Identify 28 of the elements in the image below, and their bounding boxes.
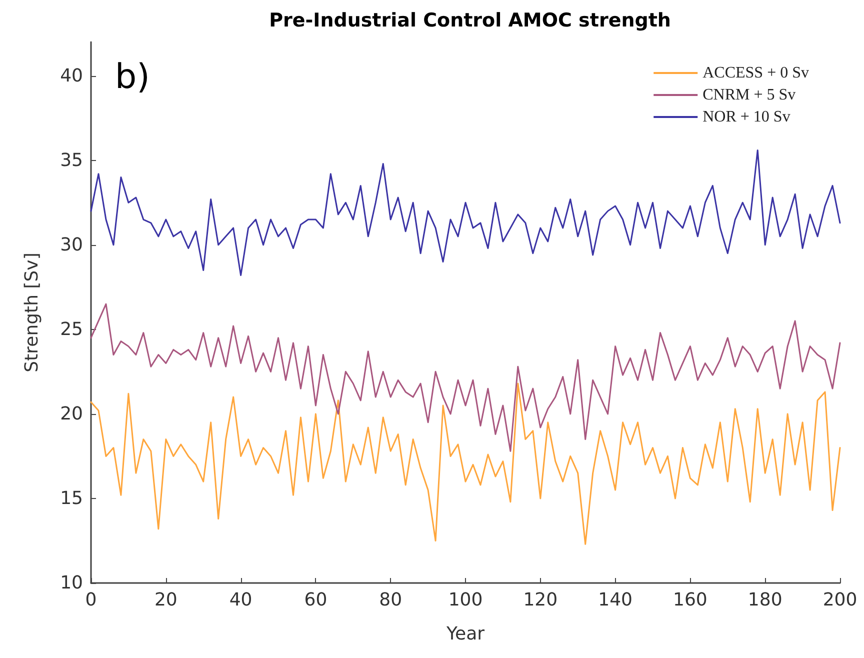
legend-label: NOR + 10 Sv: [702, 108, 790, 126]
legend-label: ACCESS + 0 Sv: [702, 64, 809, 82]
line-series: [90, 149, 841, 276]
x-tick-label: 100: [448, 590, 483, 610]
x-tick-label: 180: [748, 590, 782, 610]
y-tick-label: 15: [60, 488, 83, 509]
x-tick-label: 200: [822, 590, 858, 610]
line-series: [90, 382, 841, 545]
chart-title: Pre-Industrial Control AMOC strength: [269, 10, 671, 32]
y-tick-label: 30: [60, 234, 83, 256]
line-series: [90, 303, 841, 452]
legend-label: CNRM + 5 Sv: [702, 86, 796, 104]
x-tick-label: 140: [598, 590, 632, 610]
y-tick-label: 10: [60, 572, 83, 594]
annotation: b): [115, 57, 150, 97]
x-tick-label: 160: [673, 590, 708, 610]
x-tick-label: 40: [229, 590, 252, 610]
y-tick-label: 40: [60, 65, 83, 86]
x-tick-label: 80: [379, 590, 402, 610]
y-tick-label: 35: [60, 150, 83, 171]
y-tick-label: 25: [60, 318, 83, 340]
y-tick-label: 20: [60, 403, 83, 424]
x-axis-title: Year: [445, 624, 486, 644]
y-axis-title: Strength [Sv]: [22, 252, 42, 372]
x-tick-label: 120: [523, 590, 558, 610]
x-tick-label: 20: [154, 590, 178, 610]
x-tick-label: 0: [85, 590, 97, 610]
x-tick-label: 60: [304, 590, 328, 610]
